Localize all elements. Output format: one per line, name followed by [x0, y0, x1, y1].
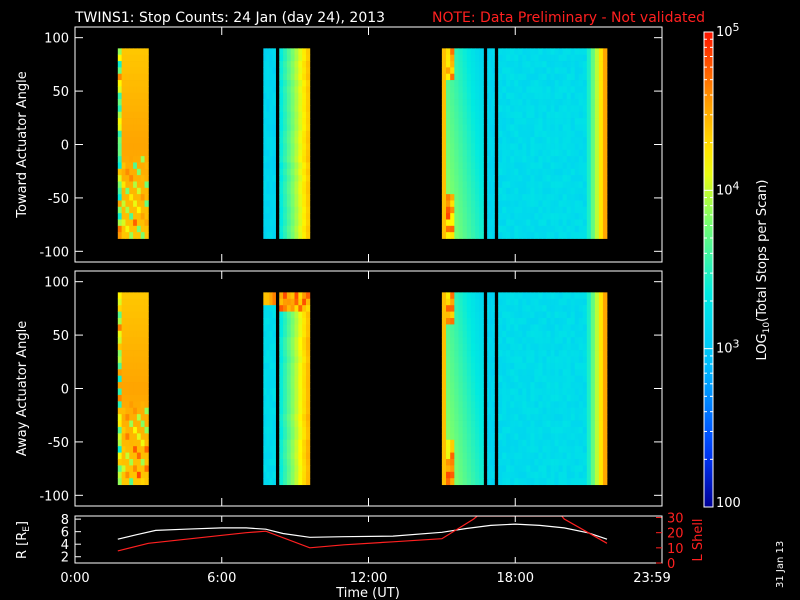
y-tick-label: 50: [52, 329, 69, 344]
y-tick-label: -100: [39, 489, 69, 504]
colorbar-tick-label: 100: [716, 496, 741, 511]
data-block: [279, 292, 311, 486]
x-tick-label: 18:00: [497, 571, 534, 586]
colorbar-scale: [704, 32, 713, 507]
date-stamp: 31 Jan 13: [775, 541, 786, 588]
y-tick-label: 0: [61, 139, 69, 154]
y-tick-label-right: 10: [667, 542, 684, 557]
y-axis-label: Toward Actuator Angle: [15, 71, 30, 218]
colorbar-tick-label: 104: [716, 179, 740, 198]
header: TWINS1: Stop Counts: 24 Jan (day 24), 20…: [74, 10, 705, 26]
data-block: [498, 48, 608, 239]
data-block: [117, 292, 149, 486]
chart-title: TWINS1: Stop Counts: 24 Jan (day 24), 20…: [74, 10, 385, 26]
r-distance-line: [117, 523, 608, 540]
data-block: [117, 48, 149, 239]
preliminary-note: NOTE: Data Preliminary - Not validated: [432, 10, 705, 26]
l-shell-line: [117, 516, 608, 552]
toward-heatmap-panel: -100 -50 0 50 100 Toward Actuator Angle: [15, 26, 663, 263]
data-block: [498, 292, 608, 486]
x-tick-label: 23:59: [633, 571, 670, 586]
y-tick-label: 8: [61, 513, 69, 528]
y-tick-label: -50: [48, 436, 69, 451]
y-axis-label: Away Actuator Angle: [15, 321, 30, 456]
axes-frame: [74, 515, 663, 564]
y-tick-label: 2: [61, 551, 69, 566]
y-tick-label: 6: [61, 526, 69, 541]
data-block: [441, 48, 484, 239]
x-tick-label: 12:00: [350, 571, 387, 586]
data-block: [263, 292, 276, 486]
data-block: [279, 48, 311, 239]
x-tick-label: 6:00: [207, 571, 236, 586]
colorbar-label: LOG10(Total Stops per Scan): [755, 180, 772, 361]
colorbar-tick-label: 103: [716, 338, 740, 357]
data-block: [441, 292, 484, 486]
y-tick-label-right: 20: [667, 527, 684, 542]
y-tick-label: 0: [61, 383, 69, 398]
x-tick-label: 0:00: [60, 571, 89, 586]
y-axis-label-left: R [RE]: [15, 521, 32, 559]
y-tick-label: -50: [48, 192, 69, 207]
y-tick-label-right: 0: [667, 557, 675, 572]
data-block: [263, 48, 276, 239]
y-tick-label: 100: [44, 276, 69, 291]
y-tick-label: 4: [61, 538, 69, 553]
data-block: [487, 292, 495, 486]
data-block: [487, 48, 495, 239]
y-tick-label: 50: [52, 85, 69, 100]
y-tick-label: 100: [44, 32, 69, 47]
x-axis-label: Time (UT): [335, 586, 400, 600]
away-heatmap-panel: -100 -50 0 50 100 Away Actuator Angle: [15, 270, 663, 507]
y-axis-label-right: L Shell: [691, 518, 706, 561]
y-tick-label: -100: [39, 245, 69, 260]
colorbar: 100 103 104 105 LOG10(Total Stops per Scan): [703, 21, 772, 511]
colorbar-tick-label: 105: [716, 21, 740, 40]
y-tick-label-right: 30: [667, 512, 684, 527]
